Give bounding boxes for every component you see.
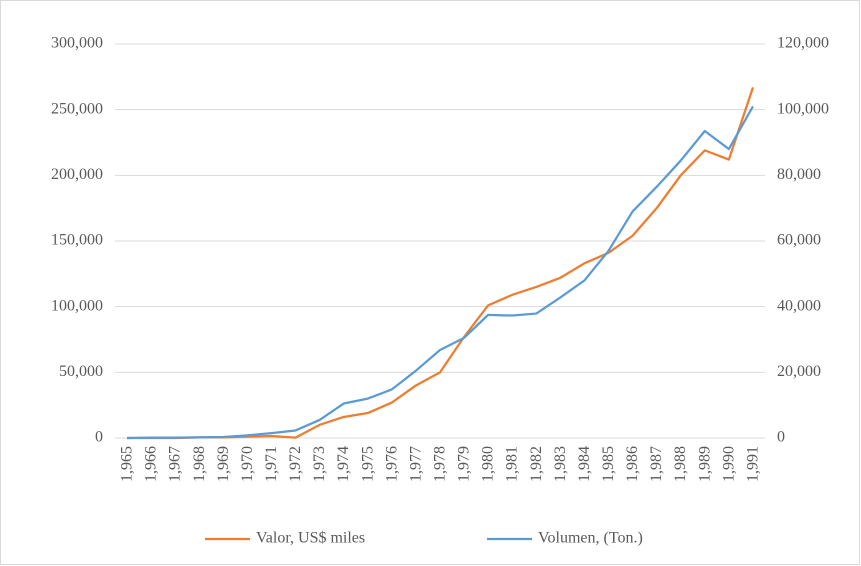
x-tick-label: 1,981 [504,446,521,482]
x-tick-label: 1,982 [528,446,545,482]
y-tick-label: 100,000 [51,297,103,314]
x-tick-label: 1,966 [143,446,160,482]
x-tick-label: 1,987 [648,446,665,482]
y-tick-label: 150,000 [51,232,103,249]
y2-tick-label: 60,000 [777,232,821,249]
x-tick-label: 1,983 [552,446,569,482]
x-tick-label: 1,972 [287,446,304,482]
x-tick-label: 1,974 [335,446,352,482]
y2-tick-label: 100,000 [777,100,829,117]
x-tick-label: 1,978 [432,446,449,482]
x-tick-label: 1,979 [456,446,473,482]
x-tick-label: 1,968 [191,446,208,482]
x-tick-label: 1,973 [311,446,328,482]
x-tick-label: 1,970 [239,446,256,482]
legend-label: Volumen, (Ton.) [538,530,643,547]
y-tick-label: 50,000 [59,363,103,380]
x-tick-label: 1,991 [744,446,761,482]
x-tick-label: 1,984 [576,446,593,482]
x-tick-label: 1,985 [600,446,617,482]
x-tick-label: 1,990 [720,446,737,482]
x-tick-label: 1,980 [480,446,497,482]
x-tick-label: 1,988 [672,446,689,482]
y2-tick-label: 20,000 [777,363,821,380]
y-tick-label: 0 [95,429,103,446]
series-line [127,105,754,440]
y2-tick-label: 40,000 [777,297,821,314]
x-tick-label: 1,989 [696,446,713,482]
x-tick-label: 1,965 [119,446,136,482]
y-tick-label: 300,000 [51,35,103,52]
y2-tick-label: 0 [777,429,785,446]
x-tick-label: 1,967 [167,446,184,482]
y2-tick-label: 80,000 [777,166,821,183]
legend-label: Valor, US$ miles [256,530,365,547]
x-tick-label: 1,986 [624,446,641,482]
y-tick-label: 200,000 [51,166,103,183]
y2-tick-label: 120,000 [777,35,829,52]
x-tick-label: 1,977 [407,446,424,482]
x-tick-label: 1,969 [215,446,232,482]
x-tick-label: 1,976 [383,446,400,482]
x-tick-label: 1,971 [263,446,280,482]
y-tick-label: 250,000 [51,100,103,117]
x-tick-label: 1,975 [359,446,376,482]
